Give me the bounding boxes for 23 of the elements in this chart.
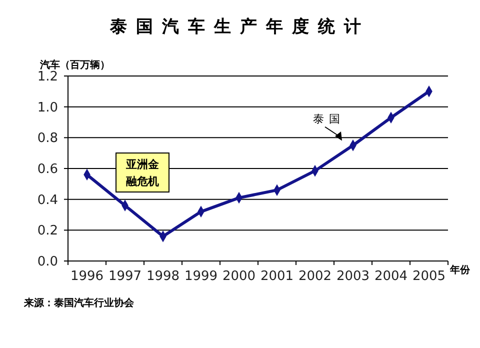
x-tick-label: 1996	[70, 269, 104, 284]
chart-title: 泰国汽车生产年度统计	[109, 17, 370, 37]
x-tick-label: 2003	[336, 269, 370, 284]
x-tick-label: 2004	[374, 269, 408, 284]
y-axis-title: 汽车（百万辆）	[39, 59, 110, 71]
x-axis-title: 年份	[449, 264, 471, 276]
x-tick-label: 2002	[298, 269, 332, 284]
annotation: 亚洲金融危机	[125, 158, 160, 188]
x-tick-label: 2000	[222, 269, 256, 284]
x-tick-label: 1999	[184, 269, 218, 284]
y-tick-label: 1.0	[37, 100, 58, 116]
x-tick-label: 2005	[412, 269, 446, 284]
y-tick-label: 0.0	[37, 254, 58, 270]
y-tick-label: 0.2	[37, 224, 58, 239]
y-tick-label: 0.4	[37, 192, 58, 208]
series-label: 泰国	[313, 112, 345, 126]
x-tick-label: 1997	[108, 269, 142, 284]
source-note: 来源：泰国汽车行业协会	[23, 297, 135, 309]
y-tick-label: 0.6	[37, 162, 58, 178]
x-tick-label: 2001	[260, 269, 294, 284]
y-tick-label: 1.2	[37, 70, 58, 85]
y-tick-label: 0.8	[37, 131, 58, 146]
x-tick-label: 1998	[146, 269, 180, 284]
